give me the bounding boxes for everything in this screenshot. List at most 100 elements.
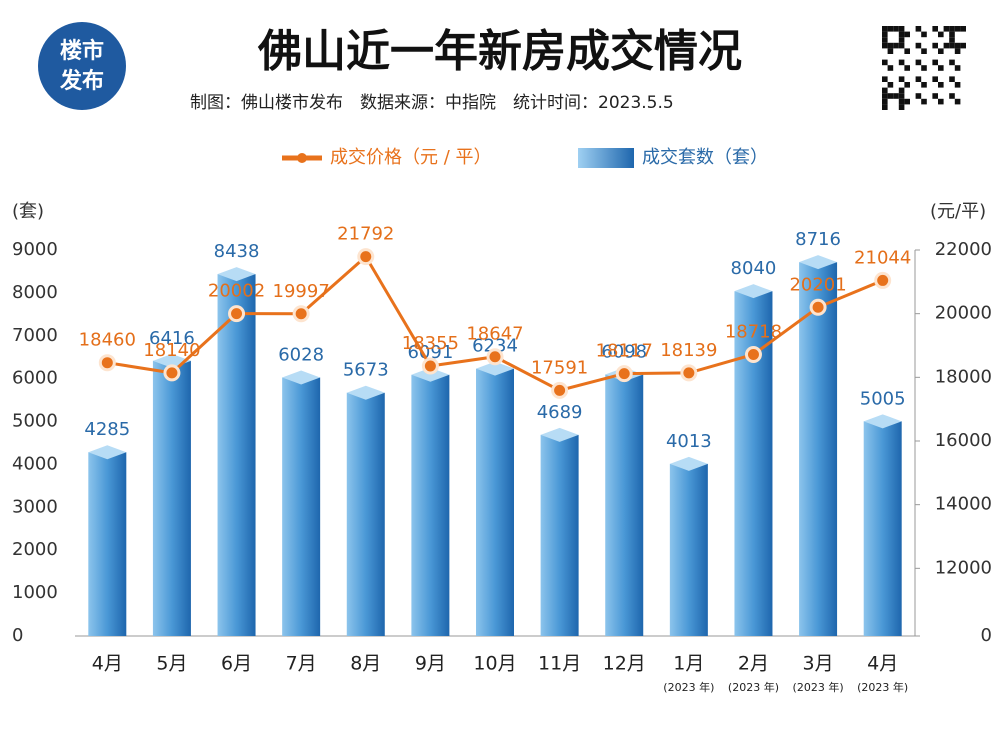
point — [98, 354, 116, 372]
point — [421, 357, 439, 375]
bar-top — [346, 385, 385, 400]
qr-cell — [954, 48, 961, 54]
point — [163, 364, 181, 382]
qr-cell — [898, 26, 905, 32]
qr-cell — [898, 31, 905, 38]
qr-cell — [904, 65, 910, 71]
bar — [863, 421, 902, 636]
qr-cell — [954, 26, 961, 32]
qr-cell — [938, 82, 944, 88]
qr-cell — [932, 93, 938, 99]
price-label: 20002 — [208, 281, 265, 302]
qr-cell — [904, 98, 910, 105]
qr-cell — [898, 76, 905, 82]
qr-cell — [898, 42, 905, 49]
y2-tick-label: 16000 — [935, 430, 992, 451]
x-tick-label: 1月 — [673, 653, 704, 675]
price-label: 18647 — [466, 324, 523, 345]
qr-cell — [882, 31, 888, 38]
qr-cell — [949, 76, 955, 82]
price-label: 21044 — [854, 247, 911, 268]
legend-label: 成交价格（元 / 平） — [330, 147, 492, 168]
logo — [38, 22, 126, 110]
bar — [605, 374, 644, 636]
x-tick-label: 11月 — [538, 653, 581, 675]
qr-cell — [887, 42, 894, 49]
y-tick-label: 4000 — [12, 453, 58, 474]
point — [357, 248, 375, 266]
qr-cell — [898, 87, 905, 94]
qr-cell — [904, 31, 910, 38]
legend-label: 成交套数（套） — [642, 147, 768, 168]
qr-cell — [882, 87, 888, 94]
price-label: 19997 — [273, 281, 330, 302]
value-label: 4013 — [666, 431, 712, 452]
qr-cell — [882, 37, 888, 43]
point — [615, 365, 633, 383]
qr-cell — [954, 98, 961, 105]
y2-tick-label: 18000 — [935, 366, 992, 387]
price-label: 18140 — [143, 340, 200, 361]
bar — [669, 463, 708, 636]
x-tick-label: 4月 — [867, 653, 898, 675]
value-label: 6028 — [278, 344, 324, 365]
qr-cell — [954, 65, 961, 71]
qr-cell — [904, 82, 910, 88]
value-label: 8040 — [731, 258, 777, 279]
bar — [88, 452, 127, 636]
qr-cell — [960, 42, 966, 49]
x-tick-label: 12月 — [603, 653, 646, 675]
qr-cell — [960, 26, 966, 32]
qr-cell — [932, 26, 938, 32]
x-tick-note: (2023 年) — [663, 680, 714, 694]
price-label: 20201 — [789, 274, 846, 295]
x-tick-label: 9月 — [415, 653, 446, 675]
chart-title: 佛山近一年新房成交情况 — [257, 26, 742, 77]
qr-cell — [915, 59, 922, 66]
y2-tick-label: 0 — [981, 625, 992, 646]
qr-cell — [921, 98, 927, 105]
qr-cell — [898, 104, 905, 110]
qr-cell — [882, 93, 888, 99]
qr-cell — [882, 26, 888, 32]
qr-cell — [915, 42, 922, 49]
qr-cell — [949, 42, 955, 49]
bar — [734, 291, 773, 636]
bar — [217, 274, 256, 636]
value-label: 6416 — [149, 328, 195, 349]
qr-cell — [898, 93, 905, 99]
qr-cell — [949, 93, 955, 99]
qr-cell — [887, 65, 894, 71]
x-tick-label: 7月 — [286, 653, 317, 675]
qr-cell — [882, 104, 888, 110]
bar-top — [217, 267, 256, 282]
x-tick-label: 6月 — [221, 653, 252, 675]
bar — [476, 368, 514, 636]
point — [551, 381, 569, 399]
qr-cell — [887, 93, 894, 99]
value-label: 5005 — [860, 388, 906, 409]
qr-cell — [898, 37, 905, 43]
x-tick-label: 8月 — [350, 653, 381, 675]
qr-cell — [949, 59, 955, 66]
x-tick-label: 2月 — [738, 653, 769, 675]
qr-cell — [932, 59, 938, 66]
qr-cell — [938, 48, 944, 54]
qr-cell — [915, 93, 922, 99]
value-label: 4689 — [537, 402, 583, 423]
qr-cell — [893, 42, 899, 49]
x-tick-label: 5月 — [156, 653, 187, 675]
value-label: 5673 — [343, 360, 389, 381]
bar-top — [863, 414, 902, 429]
x-tick-note: (2023 年) — [793, 680, 844, 694]
qr-cell — [949, 37, 955, 43]
value-label: 8438 — [214, 241, 260, 262]
y-tick-label: 8000 — [12, 282, 58, 303]
point — [874, 271, 892, 289]
bar-top — [799, 255, 838, 270]
qr-cell — [898, 98, 905, 105]
qr-cell — [949, 26, 955, 32]
qr-cell — [887, 82, 894, 88]
point — [228, 305, 246, 323]
y-tick-label: 7000 — [12, 325, 58, 346]
